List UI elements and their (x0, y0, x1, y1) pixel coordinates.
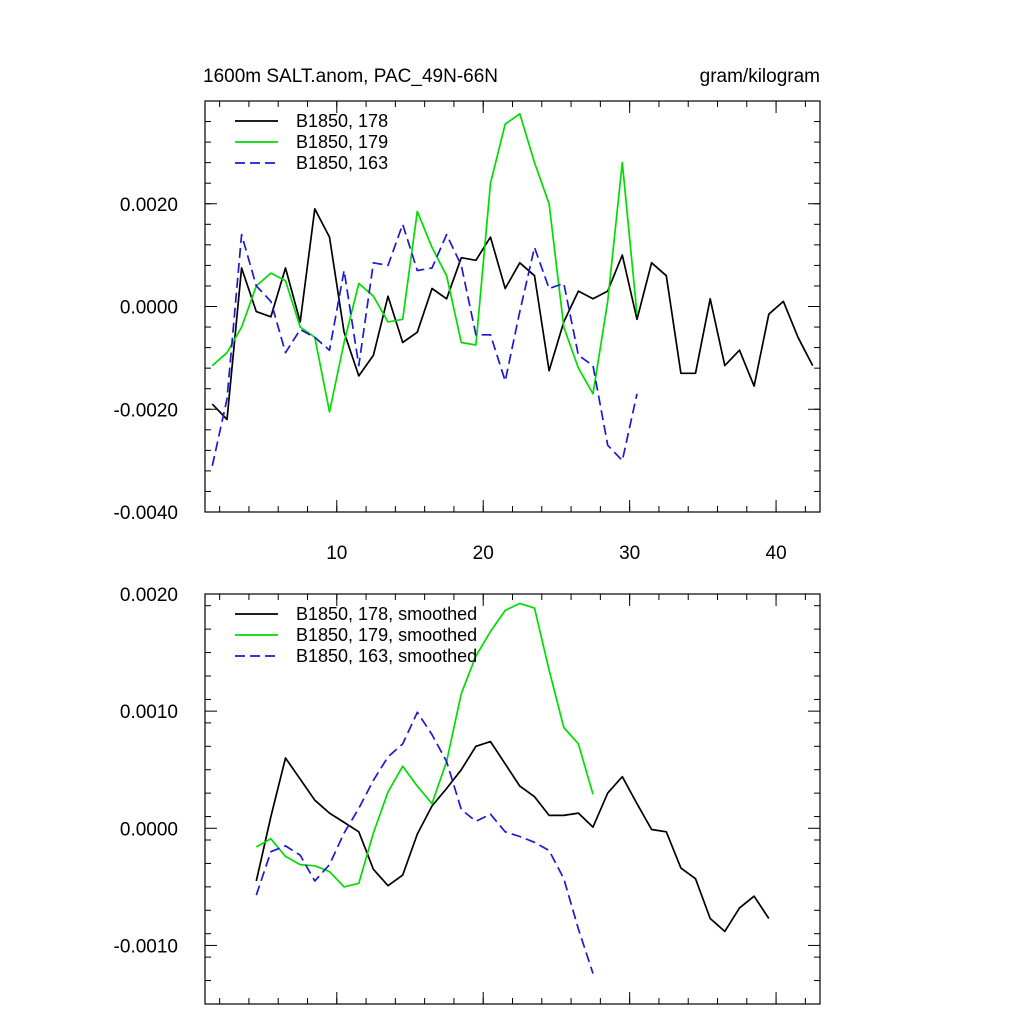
x-tick-label: 10 (326, 543, 347, 564)
y-tick-label: 0.0020 (120, 585, 178, 606)
legend-label: B1850, 163, smoothed (296, 646, 477, 666)
y-tick-label: 0.0010 (120, 702, 178, 723)
legend-label: B1850, 179, smoothed (296, 625, 477, 645)
y-tick-label: -0.0010 (114, 936, 178, 957)
y-tick-label: 0.0020 (120, 195, 178, 216)
y-tick-label: -0.0020 (114, 400, 178, 421)
series-line-1 (255, 602, 594, 888)
axis-ticks-bottom: -0.0010 0.0000 0.0010 0.0020 (114, 585, 820, 1005)
legend-label: B1850, 178 (296, 111, 388, 131)
series-group-bottom (255, 602, 770, 974)
series-line-2 (255, 711, 594, 974)
y-tick-label: 0.0000 (120, 819, 178, 840)
y-tick-label: -0.0040 (114, 503, 178, 524)
legend-label: B1850, 178, smoothed (296, 604, 477, 624)
series-line-0 (211, 208, 814, 421)
x-tick-label: 30 (619, 543, 640, 564)
legend-label: B1850, 163 (296, 153, 388, 173)
series-group-top (211, 112, 814, 466)
y-tick-label: 0.0000 (120, 298, 178, 319)
series-line-2 (211, 223, 638, 466)
top-panel: 1600m SALT.anom, PAC_49N-66N gram/kilogr… (114, 66, 821, 564)
chart-title: 1600m SALT.anom, PAC_49N-66N (203, 66, 498, 87)
bottom-panel: -0.0010 0.0000 0.0010 0.0020 B1850, 178, sm… (114, 585, 821, 1005)
units-label: gram/kilogram (700, 66, 820, 87)
legend-label: B1850, 179 (296, 132, 388, 152)
x-tick-label: 20 (473, 543, 494, 564)
series-line-1 (211, 112, 638, 413)
axis-ticks-top: 10 20 30 40 -0.0040 -0.0020 0.0000 0.0020 (114, 100, 820, 564)
series-line-0 (255, 740, 770, 933)
x-tick-label: 40 (766, 543, 787, 564)
